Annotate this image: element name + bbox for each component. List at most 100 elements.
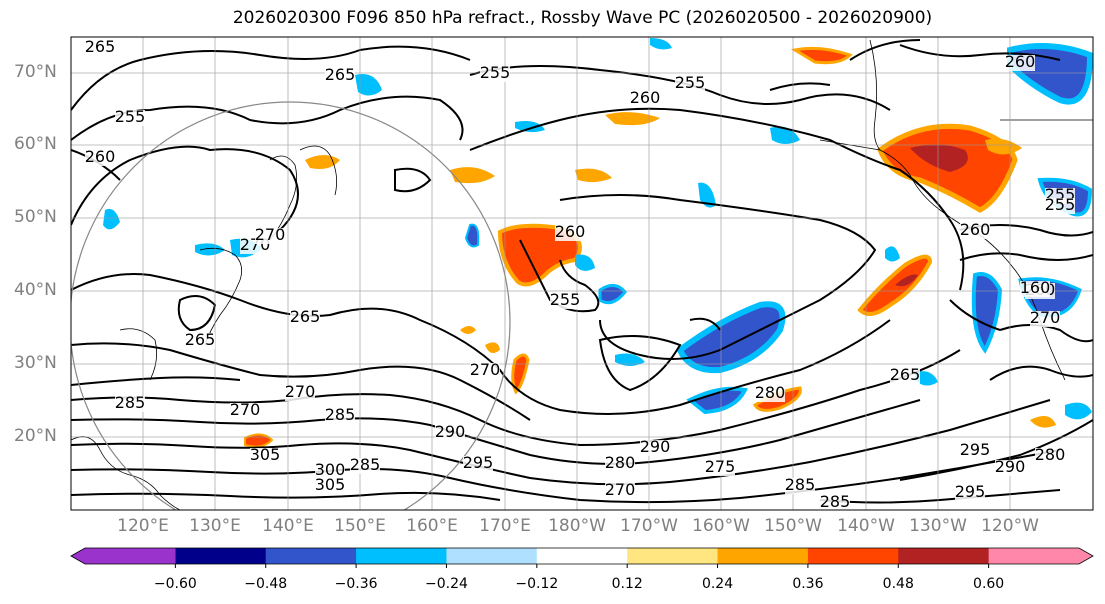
colorbar-outline	[70, 547, 1094, 565]
contour-label-background	[960, 223, 990, 239]
contour-label-background	[820, 495, 850, 510]
contour-label: 275	[705, 457, 736, 476]
longitude-label: 160°E	[406, 516, 458, 536]
longitude-label: 150°E	[334, 516, 386, 536]
refractivity-contours	[71, 39, 1093, 504]
colorbar-segment	[356, 548, 447, 564]
contour-label-background	[85, 150, 115, 166]
contour-label: 265	[325, 65, 356, 84]
longitude-label: 150°W	[764, 516, 822, 536]
contour-label-background	[755, 386, 785, 402]
contour-label-background	[1005, 55, 1035, 71]
contour-label: 280	[1035, 445, 1066, 464]
contour-label-background	[315, 463, 345, 479]
contour-label: 255	[480, 63, 511, 82]
colorbar-segment	[988, 548, 1093, 564]
contour-label: 290	[995, 457, 1026, 476]
contour-label: 265	[185, 330, 216, 349]
contour-label-background	[605, 456, 635, 472]
contour-label: 305	[315, 475, 346, 494]
longitude-label: 170°W	[620, 516, 678, 536]
contour-label: 160	[1020, 278, 1051, 297]
colorbar-tick-label: 0.24	[701, 576, 734, 592]
latitude-label: 30°N	[14, 353, 57, 373]
contour-label-background	[605, 483, 635, 499]
contour-label-background	[325, 68, 355, 84]
reference-circle	[71, 101, 511, 510]
longitude-label: 120°E	[117, 516, 169, 536]
contour-label: 285	[820, 492, 851, 511]
contour-label-background	[115, 110, 145, 126]
contour-label: 280	[605, 453, 636, 472]
contour-label-background	[785, 478, 815, 494]
contour-label-background	[675, 76, 705, 92]
contour-label: 290	[640, 437, 671, 456]
colorbar-segment	[265, 548, 357, 564]
contour-label: 270	[605, 480, 636, 499]
contour-label-background	[115, 396, 145, 412]
contour-label-background	[1045, 198, 1075, 214]
colorbar-tick-label: −0.24	[425, 576, 468, 592]
latitude-label: 50°N	[14, 207, 57, 227]
latitude-label: 20°N	[14, 426, 57, 446]
colorbar-tick-label: −0.36	[334, 576, 378, 592]
contour-label: 295	[463, 453, 494, 472]
longitude-label: 170°E	[479, 516, 531, 536]
plot-frame	[70, 36, 1094, 511]
colorbar-segment	[807, 548, 899, 564]
contour-label-background	[1020, 281, 1050, 297]
contour-label-background	[890, 368, 920, 384]
contour-label: 265	[85, 37, 116, 56]
contour-label-background	[325, 408, 355, 424]
contour-label: 290	[435, 422, 466, 441]
contour-label: 260	[960, 220, 991, 239]
colorbar-tick-label: −0.12	[515, 576, 559, 592]
contour-label-background	[470, 363, 500, 379]
contour-label-background	[550, 293, 580, 309]
contour-label: 260	[1005, 52, 1036, 71]
longitude-label: 140°E	[262, 516, 314, 536]
contour-label: 305	[250, 445, 281, 464]
longitude-label: 160°W	[692, 516, 750, 536]
contour-label: 270	[1030, 308, 1061, 327]
contour-label-background	[555, 225, 585, 241]
contour-label-background	[230, 403, 260, 419]
contour-label-background	[1035, 448, 1065, 464]
contour-label-background	[85, 40, 115, 56]
contour-label-background	[185, 333, 215, 349]
longitude-label: 180°W	[548, 516, 606, 536]
colorbar-tick-label: 0.60	[973, 576, 1005, 592]
colorbar	[70, 547, 1094, 568]
colorbar-segment	[175, 548, 267, 564]
contour-label: 270	[285, 382, 316, 401]
contour-label: 270	[255, 225, 286, 244]
colorbar-segment	[717, 548, 809, 564]
contour-label-background	[1030, 311, 1060, 327]
contour-label-background	[640, 440, 670, 456]
contour-label: 300	[315, 460, 346, 479]
colorbar-tick-label: 0.48	[882, 576, 914, 592]
contour-label-background	[255, 228, 285, 244]
colorbar-segment	[898, 548, 990, 564]
colorbar-segment	[71, 548, 176, 564]
colorbar-segment	[627, 548, 719, 564]
contour-label: 255	[1045, 195, 1076, 214]
longitude-label: 130°E	[189, 516, 241, 536]
colorbar-tick-label: −0.48	[244, 576, 288, 592]
contour-label-background	[955, 485, 985, 501]
contour-label: 295	[955, 482, 986, 501]
colorbar-tick-label: 0.12	[611, 576, 643, 592]
contour-label-background	[463, 456, 493, 472]
contour-label: 265	[290, 307, 321, 326]
contour-label: 255	[675, 73, 706, 92]
contour-label-background	[960, 443, 990, 459]
map-title: 2026020300 F096 850 hPa refract., Rossby…	[232, 8, 933, 28]
contour-label-background	[435, 425, 465, 441]
gridlines	[71, 37, 1093, 510]
contour-label-background	[350, 458, 380, 474]
contour-label: 295	[960, 440, 991, 459]
latitude-label: 40°N	[14, 280, 57, 300]
contour-label: 270	[230, 400, 261, 419]
contour-label: 285	[350, 455, 381, 474]
